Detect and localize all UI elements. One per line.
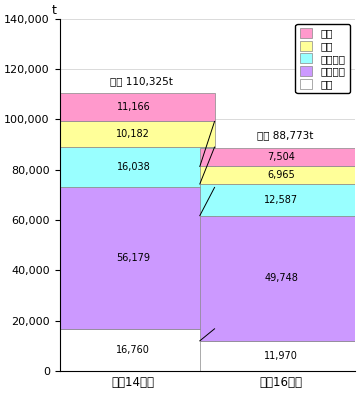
Bar bbox=[52, 94, 215, 121]
Bar bbox=[52, 121, 215, 147]
Bar bbox=[200, 341, 359, 371]
Text: 7,504: 7,504 bbox=[267, 152, 295, 162]
Legend: 特種, バス, 小型貨物, 普通貨物, 乗用: 特種, バス, 小型貨物, 普通貨物, 乗用 bbox=[295, 24, 350, 93]
Text: 12,587: 12,587 bbox=[264, 195, 298, 205]
Text: 16,038: 16,038 bbox=[116, 162, 150, 172]
Text: 49,748: 49,748 bbox=[264, 273, 298, 283]
Text: 合計 88,773t: 合計 88,773t bbox=[257, 130, 314, 140]
Bar bbox=[200, 184, 359, 216]
Bar bbox=[200, 216, 359, 341]
Text: 6,965: 6,965 bbox=[267, 170, 295, 180]
Bar bbox=[200, 148, 359, 167]
Text: 56,179: 56,179 bbox=[116, 253, 150, 263]
Bar bbox=[52, 187, 215, 329]
Bar bbox=[52, 147, 215, 187]
Text: t: t bbox=[52, 4, 57, 17]
Text: 16,760: 16,760 bbox=[116, 345, 150, 355]
Text: 11,166: 11,166 bbox=[116, 103, 150, 112]
Bar bbox=[52, 329, 215, 371]
Text: 11,970: 11,970 bbox=[264, 351, 298, 361]
Text: 合計 110,325t: 合計 110,325t bbox=[110, 76, 173, 86]
Bar bbox=[200, 167, 359, 184]
Text: 10,182: 10,182 bbox=[116, 129, 150, 139]
